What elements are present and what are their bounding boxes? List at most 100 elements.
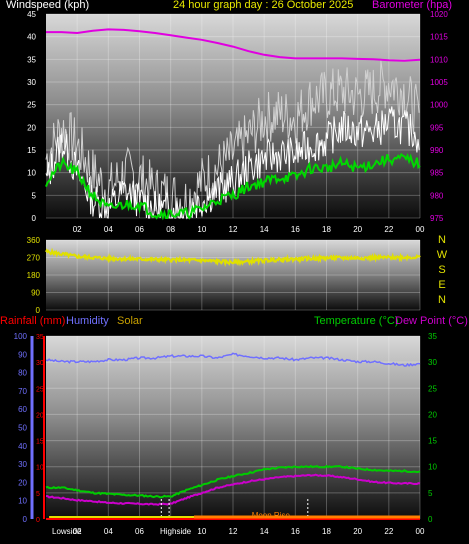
temperature-tick-label: 15	[428, 437, 437, 446]
windspeed-axis-label: Windspeed (kph)	[6, 0, 90, 11]
time-tick-label: 12	[229, 527, 238, 536]
direction-tick-label: 90	[31, 289, 40, 298]
rainfall-tick-label: 25	[36, 386, 44, 393]
humidity-tick-label: 70	[18, 387, 27, 396]
direction-tick-label: 270	[27, 254, 41, 263]
time-tick-label: 10	[197, 225, 206, 234]
barometer-axis-label: Barometer (hpa)	[372, 0, 453, 11]
rainfall-tick-label: 35	[36, 334, 44, 341]
compass-label: N	[438, 294, 446, 306]
time-tick-label: 04	[104, 527, 113, 536]
barometer-tick-label: 985	[430, 169, 444, 178]
temperature-tick-label: 30	[428, 358, 437, 367]
humidity-tick-label: 100	[14, 332, 28, 341]
windspeed-tick-label: 35	[27, 55, 36, 64]
time-tick-label: 22	[384, 225, 393, 234]
rainfall-tick-label: 15	[36, 439, 44, 446]
humidity-series-line	[45, 352, 421, 367]
time-tick-label: 06	[135, 225, 144, 234]
direction-tick-label: 0	[36, 306, 41, 315]
rainfall-tick-label: 5	[36, 491, 40, 498]
windspeed-tick-label: 20	[27, 123, 36, 132]
humidity-tick-label: 20	[18, 478, 27, 487]
moon-rise-label: Moon Rise	[252, 511, 291, 520]
time-tick-label: 16	[291, 527, 300, 536]
time-tick-label: 02	[73, 225, 82, 234]
highside-label: Highside	[160, 527, 192, 536]
compass-label: S	[438, 264, 445, 276]
humidity-tick-label: 30	[18, 460, 27, 469]
rainfall-tick-label: 0	[36, 517, 40, 524]
barometer-tick-label: 1020	[430, 10, 448, 19]
direction-plot-background	[46, 240, 420, 310]
windspeed-tick-label: 5	[32, 191, 37, 200]
windspeed-tick-label: 0	[32, 214, 37, 223]
barometer-tick-label: 990	[430, 146, 444, 155]
time-tick-label: 02	[73, 527, 82, 536]
humidity-tick-label: 0	[23, 515, 28, 524]
temperature-tick-label: 5	[428, 489, 433, 498]
time-tick-label: 18	[322, 527, 331, 536]
humidity-tick-label: 40	[18, 442, 27, 451]
time-tick-label: 14	[260, 527, 269, 536]
temperature-tick-label: 35	[428, 332, 437, 341]
windspeed-tick-label: 40	[27, 33, 36, 42]
barometer-tick-label: 980	[430, 191, 444, 200]
humidity-axis-label: Humidity	[66, 315, 109, 327]
time-tick-label: 20	[353, 527, 362, 536]
time-tick-label: 18	[322, 225, 331, 234]
compass-label: N	[438, 234, 446, 246]
windspeed-tick-label: 25	[27, 101, 36, 110]
barometer-tick-label: 1015	[430, 33, 448, 42]
time-tick-label: 06	[135, 527, 144, 536]
windspeed-tick-label: 45	[27, 10, 36, 19]
direction-tick-label: 180	[27, 271, 41, 280]
compass-label: E	[438, 279, 445, 291]
gust-series-line	[45, 60, 420, 220]
time-tick-label: 04	[104, 225, 113, 234]
dew-point-series-line	[45, 473, 421, 506]
barometer-tick-label: 1005	[430, 78, 448, 87]
humidity-tick-label: 80	[18, 369, 27, 378]
time-tick-label: 22	[384, 527, 393, 536]
rainfall-axis-label: Rainfall (mm)	[0, 315, 66, 327]
rainfall-tick-label: 10	[36, 465, 44, 472]
solar-axis-label: Solar	[117, 315, 143, 327]
dew-point-axis-label: Dew Point (°C)	[395, 315, 468, 327]
lowside-label: Lowside	[52, 527, 82, 536]
time-tick-label: 16	[291, 225, 300, 234]
windspeed-tick-label: 30	[27, 78, 36, 87]
barometer-tick-label: 1000	[430, 101, 448, 110]
rainfall-tick-label: 30	[36, 360, 44, 367]
temperature-tick-label: 25	[428, 384, 437, 393]
humidity-tick-label: 90	[18, 350, 27, 359]
wind-direction-series-line	[45, 247, 421, 267]
barometer-tick-label: 1010	[430, 55, 448, 64]
time-tick-label: 12	[229, 225, 238, 234]
humidity-tick-label: 60	[18, 405, 27, 414]
time-tick-label: 20	[353, 225, 362, 234]
windspeed-tick-label: 10	[27, 169, 36, 178]
time-tick-label: 00	[416, 527, 425, 536]
humidity-tick-label: 50	[18, 424, 27, 433]
temperature-humidity-panel: 0102030405060708090100051015202530350510…	[14, 332, 438, 536]
temperature-series-line	[45, 464, 421, 499]
temperature-tick-label: 0	[428, 515, 433, 524]
rainfall-tick-label: 20	[36, 412, 44, 419]
average-wind-series-line	[45, 152, 421, 221]
barometer-tick-label: 975	[430, 214, 444, 223]
temperature-tick-label: 20	[428, 410, 437, 419]
temperature-axis-label: Temperature (°C)	[314, 315, 399, 327]
chart-title: 24 hour graph day : 26 October 2025	[173, 0, 354, 11]
time-tick-label: 10	[197, 527, 206, 536]
barometer-tick-label: 995	[430, 123, 444, 132]
time-tick-label: 08	[166, 225, 175, 234]
direction-tick-label: 360	[27, 236, 41, 245]
windspeed-series-line	[45, 106, 420, 219]
compass-label: W	[437, 249, 448, 261]
wind-barometer-panel: 0510152025303540459759809859909951000100…	[27, 10, 448, 234]
barometer-series-line	[46, 28, 421, 62]
time-tick-label: 14	[260, 225, 269, 234]
